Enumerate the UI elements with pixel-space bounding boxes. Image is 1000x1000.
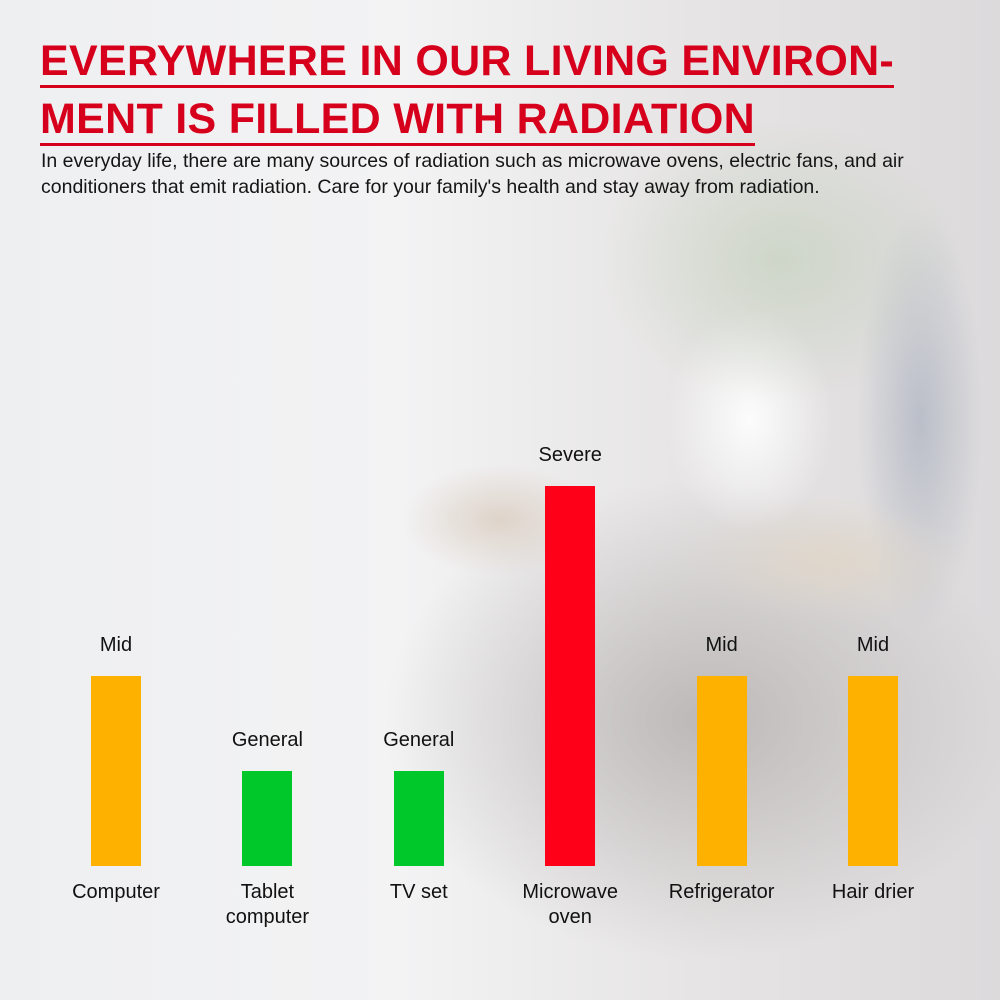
level-label: Severe: [538, 444, 602, 466]
title-line-2: MENT IS FILLED WITH RADIATION: [40, 97, 755, 146]
level-label: Mid: [705, 634, 738, 656]
category-label: TV set: [389, 881, 448, 903]
category-label: Hair drier: [831, 881, 915, 903]
level-label: General: [231, 729, 303, 751]
level-label: Mid: [99, 634, 133, 656]
level-label: General: [383, 729, 455, 751]
description: In everyday life, there are many sources…: [41, 150, 904, 198]
bar-3: [545, 486, 596, 866]
bar-1: [242, 771, 293, 866]
category-label: Microwave oven: [522, 881, 618, 928]
bar-0: [91, 676, 141, 866]
bar-2: [393, 771, 444, 866]
category-label: Refrigerator: [668, 881, 775, 903]
category-label: Computer: [72, 881, 160, 903]
level-label: Mid: [856, 634, 890, 656]
bar-4: [696, 676, 747, 866]
title-line-1: EVERYWHERE IN OUR LIVING ENVIRON-: [40, 39, 895, 88]
page-title: EVERYWHERE IN OUR LIVING ENVIRON- MENT I…: [40, 34, 895, 150]
category-label: Tablet computer: [225, 881, 310, 928]
bar-5: [848, 676, 898, 866]
